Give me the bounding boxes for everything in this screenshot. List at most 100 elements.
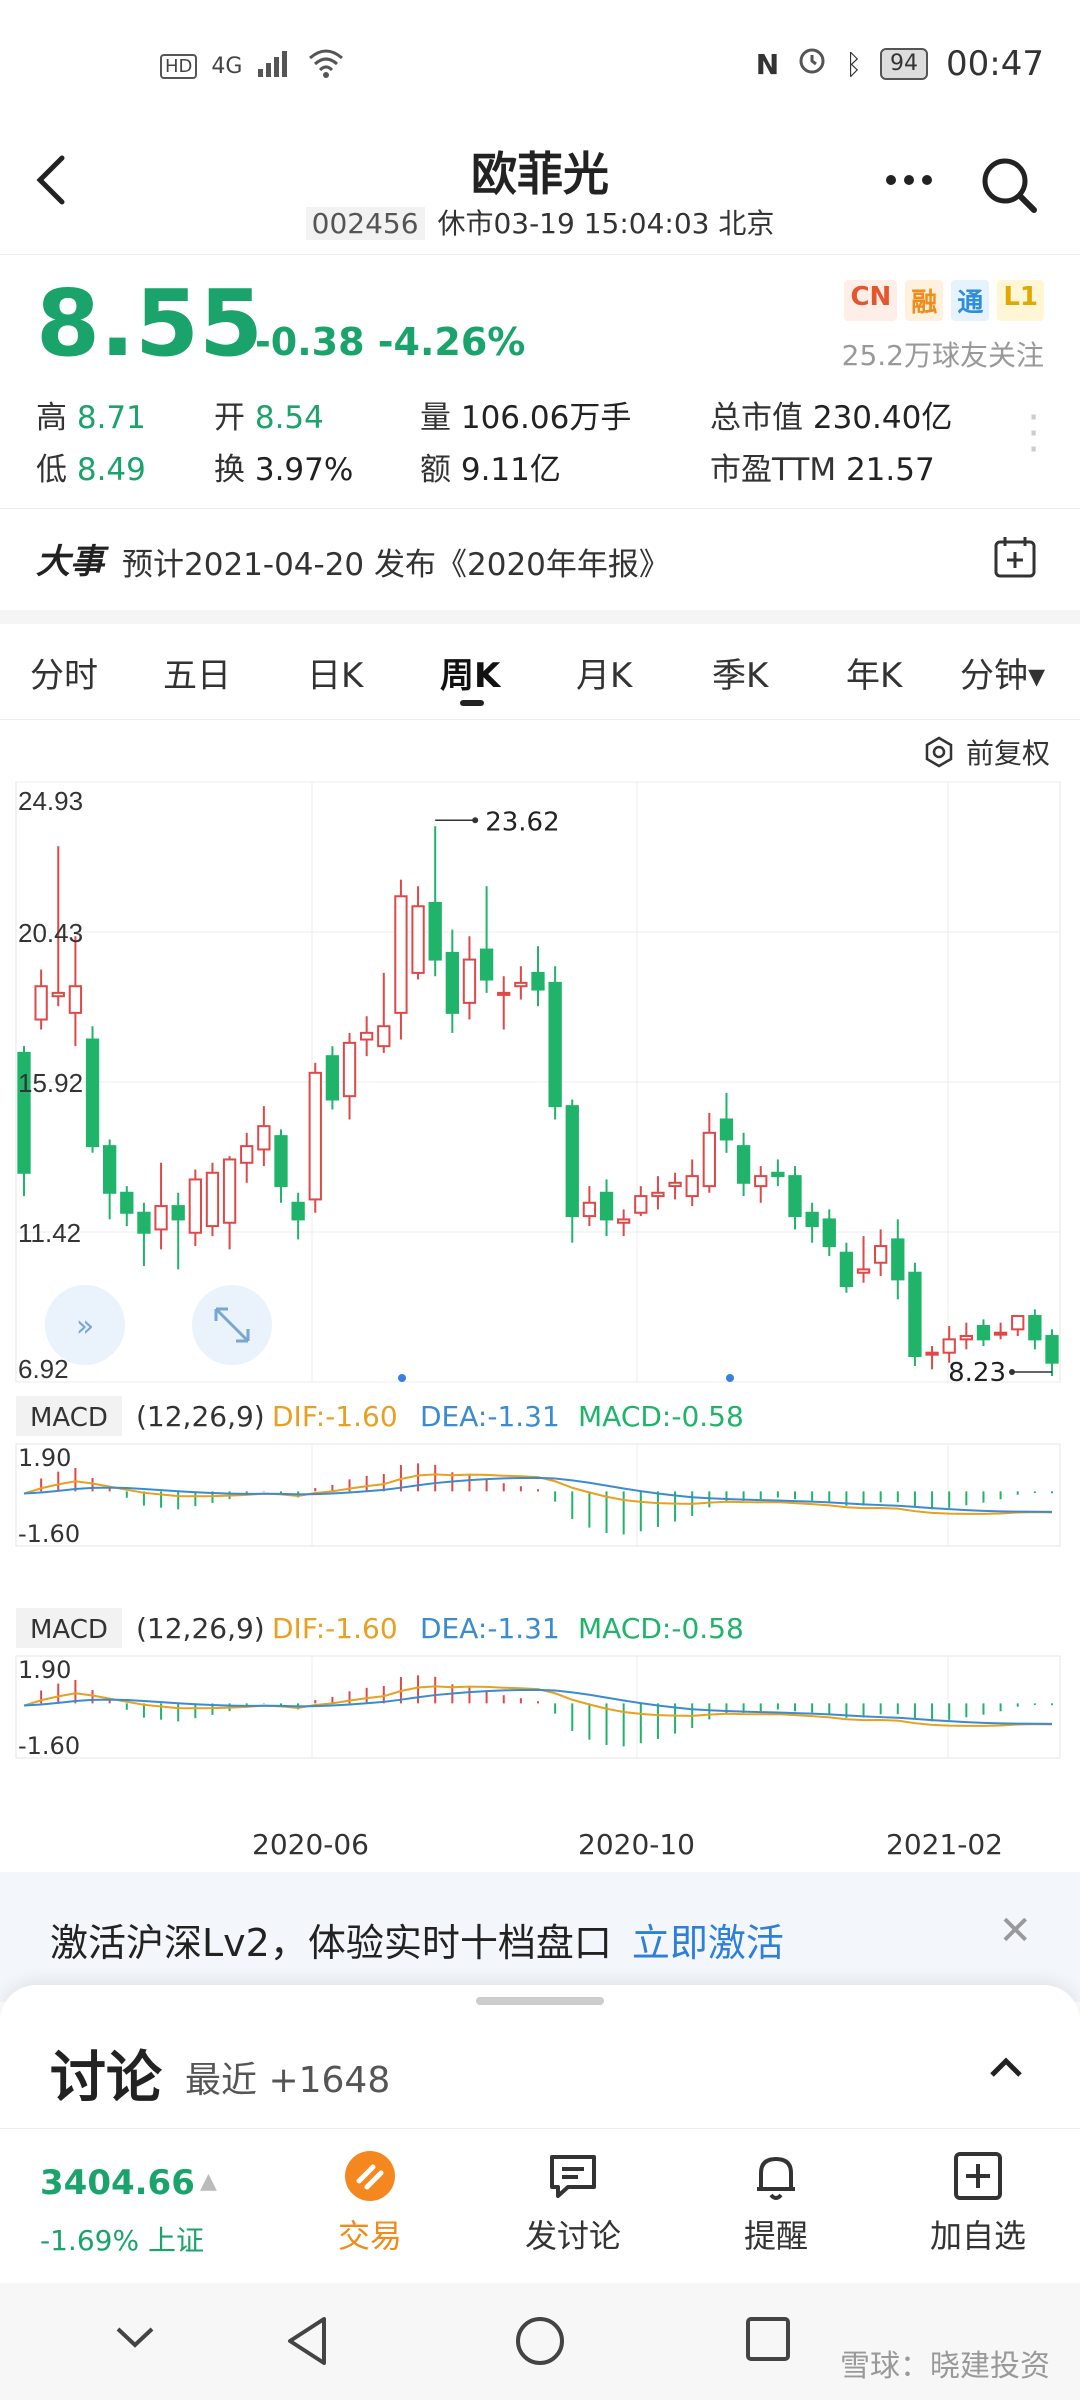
add-watchlist-button[interactable]: 加自选 xyxy=(908,2149,1048,2257)
stat-label: 市盈TTM xyxy=(710,452,837,488)
candle-body xyxy=(805,1211,819,1228)
alert-button[interactable]: 提醒 xyxy=(706,2149,846,2257)
tab-daily-k[interactable]: 日K xyxy=(307,656,364,696)
macd-panel-2: MACD (12,26,9) DIF:-1.60 DEA:-1.31 MACD:-0.5… xyxy=(15,1608,1061,1760)
candle-body xyxy=(599,1191,614,1221)
current-price: 8.55 xyxy=(36,270,263,377)
stat-pe: 市盈TTM 21.57 xyxy=(710,444,935,489)
stat-value: 21.57 xyxy=(845,452,935,488)
back-button[interactable] xyxy=(30,150,70,225)
candle-body xyxy=(565,1105,579,1218)
x-tick-label: 2020-06 xyxy=(252,1828,369,1861)
candle-body xyxy=(462,958,477,1004)
promo-message: 激活沪深Lv2，体验实时十档盘口 xyxy=(50,1921,612,1965)
macd-frame xyxy=(15,1443,1061,1547)
candle-body xyxy=(479,948,494,981)
candle-body xyxy=(942,1338,956,1354)
stock-header: 欧菲光 002456 休市03-19 15:04:03 北京 xyxy=(0,130,1080,255)
expand-stats-button[interactable]: · · · xyxy=(1027,395,1040,473)
stat-label: 量 xyxy=(420,400,451,436)
candles xyxy=(17,826,1059,1377)
macd-label-bg xyxy=(16,1396,122,1436)
candle-body xyxy=(445,951,459,1014)
candle-body xyxy=(222,1158,237,1224)
adjust-toggle[interactable]: 前复权 xyxy=(922,732,1050,772)
candle-body xyxy=(617,1218,631,1224)
candle-body xyxy=(428,901,442,961)
candle-body xyxy=(360,1031,374,1041)
tab-minute[interactable]: 分钟▾ xyxy=(960,656,1046,696)
close-icon[interactable]: ✕ xyxy=(998,1908,1032,1954)
calendar-add-icon[interactable] xyxy=(992,534,1038,580)
candle-body xyxy=(205,1171,220,1228)
nav-label: 提醒 xyxy=(743,2217,808,2255)
more-button[interactable] xyxy=(883,150,935,220)
promo-text: 激活沪深Lv2，体验实时十档盘口 立即激活 xyxy=(50,1912,784,1967)
discussion-sheet[interactable]: 讨论 最近 +1648 xyxy=(0,1985,1080,2135)
nav-home-icon[interactable] xyxy=(512,2313,568,2369)
candle-body xyxy=(874,1245,888,1264)
nav-down-icon[interactable] xyxy=(110,2313,160,2363)
stat-label: 开 xyxy=(214,400,245,436)
search-button[interactable] xyxy=(978,154,1040,216)
max-price-label: 23.62 xyxy=(485,807,559,837)
macd-params: (12,26,9) xyxy=(136,1400,265,1433)
stat-value: 8.71 xyxy=(76,400,146,436)
candle-body xyxy=(822,1218,836,1248)
nav-back-icon[interactable] xyxy=(282,2313,332,2369)
candle-body xyxy=(531,971,545,991)
nav-label: 交易 xyxy=(337,2217,402,2255)
signal-icon xyxy=(256,49,292,83)
candle-body xyxy=(959,1335,973,1341)
nav-recents-icon[interactable] xyxy=(742,2313,794,2365)
chevron-up-icon[interactable] xyxy=(988,2043,1024,2089)
candle-body xyxy=(908,1271,922,1358)
nav-label: 加自选 xyxy=(929,2217,1026,2255)
candle-body xyxy=(291,1201,305,1221)
candle-body xyxy=(582,1201,597,1218)
stat-low: 低 8.49 xyxy=(36,444,146,489)
candle-body xyxy=(325,1055,340,1101)
macd-panel-1: MACD (12,26,9) DIF:-1.60 DEA:-1.31 MACD:-0.5… xyxy=(15,1396,1061,1548)
badge-level1[interactable]: L1 xyxy=(997,280,1044,321)
event-row[interactable]: 大事 预计2021-04-20 发布《2020年年报》 xyxy=(0,508,1080,608)
activate-link[interactable]: 立即激活 xyxy=(631,1921,784,1965)
candle-body xyxy=(976,1325,991,1341)
candle-body xyxy=(702,1131,716,1188)
trade-button[interactable]: 交易 xyxy=(300,2149,440,2257)
badge-cn[interactable]: CN xyxy=(844,280,898,321)
tab-yearly-k[interactable]: 年K xyxy=(846,656,903,696)
index-change[interactable]: -1.69% 上证 xyxy=(40,2224,204,2257)
double-chevron-icon: » xyxy=(76,1309,94,1344)
index-value[interactable]: 3404.66 xyxy=(40,2163,195,2203)
candlestick-chart[interactable]: 24.93 20.43 15.92 11.42 6.92 23.62 8.23 MACD (… xyxy=(0,770,1080,1850)
candle-body xyxy=(856,1268,871,1274)
badge-connect[interactable]: 通 xyxy=(951,280,990,321)
badge-margin[interactable]: 融 xyxy=(905,280,944,321)
expand-icon xyxy=(214,1307,250,1343)
stat-high: 高 8.71 xyxy=(36,392,146,437)
candle-body xyxy=(137,1211,151,1234)
candle-body xyxy=(342,1041,357,1098)
battery-icon: 94 xyxy=(880,48,929,80)
candle-body xyxy=(257,1125,271,1151)
tab-weekly-k[interactable]: 周K xyxy=(440,656,501,696)
fullscreen-button[interactable] xyxy=(192,1285,272,1365)
scroll-forward-button[interactable]: » xyxy=(45,1285,125,1365)
tab-five-day[interactable]: 五日 xyxy=(163,656,231,696)
candle-body xyxy=(1011,1315,1025,1331)
event-marker xyxy=(726,1374,734,1382)
tab-intraday[interactable]: 分时 xyxy=(30,656,98,696)
y-tick-label: 24.93 xyxy=(18,786,83,816)
message-icon xyxy=(550,2155,596,2198)
min-dot xyxy=(1009,1369,1015,1376)
post-discussion-button[interactable]: 发讨论 xyxy=(503,2149,643,2257)
candle-body xyxy=(736,1145,751,1184)
drag-handle[interactable] xyxy=(476,1997,604,2005)
stat-open: 开 8.54 xyxy=(214,392,324,437)
stat-value: 230.40亿 xyxy=(812,400,953,436)
x-tick-label: 2020-10 xyxy=(578,1828,695,1861)
candle-body xyxy=(1045,1335,1059,1364)
tab-quarterly-k[interactable]: 季K xyxy=(712,656,769,696)
tab-monthly-k[interactable]: 月K xyxy=(576,656,633,696)
